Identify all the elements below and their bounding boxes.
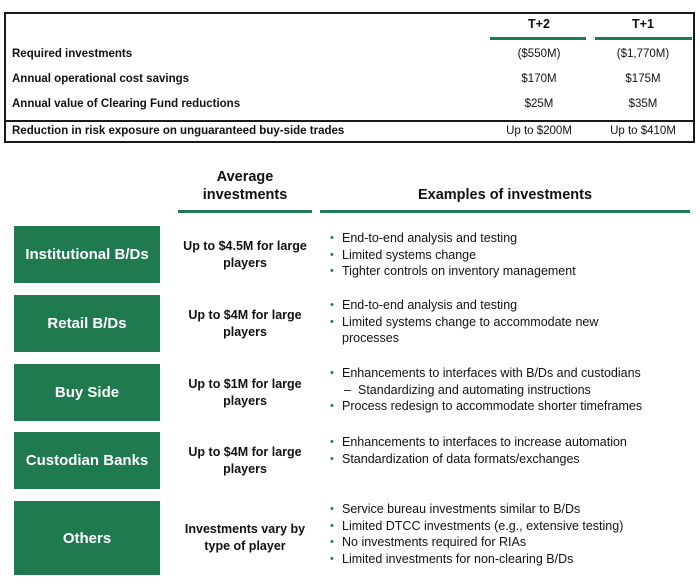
list-item: Tighter controls on inventory management [328,263,694,280]
row-label: Reduction in risk exposure on unguarante… [12,125,345,137]
row-value-t1: Up to $410M [610,125,676,137]
cost-benefit-table: T+2 T+1 Required investments ($550M) ($1… [4,12,695,143]
row-value-t1: $175M [625,73,661,85]
category-label: Others [62,529,112,547]
table-row: Required investments ($550M) ($1,770M) [6,44,693,66]
list-item: Service bureau investments similar to B/… [328,501,694,518]
row-value-t2: ($550M) [517,48,561,60]
column-rule-t2 [490,37,586,40]
column-header-t2: T+2 [528,17,550,31]
list-item: Limited DTCC investments (e.g., extensiv… [328,518,694,535]
row-value-t2: $25M [524,98,554,110]
average-investments-rule [178,210,312,213]
row-label: Annual value of Clearing Fund reductions [12,98,241,110]
investment-amount: Investments vary by type of player [178,501,312,575]
table-row: Annual value of Clearing Fund reductions… [6,94,693,116]
row-label: Annual operational cost savings [12,73,190,85]
category-others: Others [14,501,160,575]
investment-text: Up to $1M for large players [188,376,302,408]
list-item: Standardization of data formats/exchange… [328,451,694,468]
investment-amount: Up to $1M for large players [178,364,312,421]
average-investments-header: Average investments [202,169,288,203]
investment-text: Up to $4M for large players [188,307,302,339]
row-label: Required investments [12,48,133,60]
list-item: Enhancements to interfaces to increase a… [328,434,694,451]
examples-header: Examples of investments [417,187,593,203]
list-item: Process redesign to accommodate shorter … [328,398,694,415]
examples-list: End-to-end analysis and testing Limited … [328,230,694,280]
column-rule-t1 [595,37,692,40]
category-buy-side: Buy Side [14,364,160,421]
list-item: Limited systems change [328,247,694,264]
category-label: Custodian Banks [25,452,149,469]
list-item-continuation: processes [342,331,399,345]
row-value-t2: $170M [521,73,557,85]
column-header-t1: T+1 [632,17,654,31]
list-subitem: Standardizing and automating instruction… [328,382,694,399]
investment-amount: Up to $4M for large players [178,295,312,352]
table-row-highlight: Reduction in risk exposure on unguarante… [6,120,693,142]
row-value-t1: $35M [628,98,658,110]
examples-list: Enhancements to interfaces to increase a… [328,434,694,467]
examples-list: Service bureau investments similar to B/… [328,501,694,567]
investment-amount: Up to $4.5M for large players [178,226,312,283]
category-label: Institutional B/Ds [25,246,149,263]
row-value-t1: ($1,770M) [616,48,670,60]
investment-text: Up to $4.5M for large players [183,238,307,270]
table-row: Annual operational cost savings $170M $1… [6,69,693,91]
row-value-t2: Up to $200M [506,125,572,137]
category-retail-bds: Retail B/Ds [14,295,160,352]
list-item: End-to-end analysis and testing [328,297,694,314]
list-item: Limited systems change to accommodate ne… [328,314,694,331]
examples-list: Enhancements to interfaces with B/Ds and… [328,365,694,415]
list-item: End-to-end analysis and testing [328,230,694,247]
category-label: Retail B/Ds [47,315,127,332]
list-item: Limited investments for non-clearing B/D… [328,551,694,568]
list-item: Enhancements to interfaces with B/Ds and… [328,365,694,382]
category-institutional-bds: Institutional B/Ds [14,226,160,283]
investment-amount: Up to $4M for large players [178,432,312,489]
category-custodian-banks: Custodian Banks [14,432,160,489]
investment-text: Investments vary by type of player [184,522,306,553]
list-item: No investments required for RIAs [328,534,694,551]
investment-text: Up to $4M for large players [188,444,302,476]
examples-list: End-to-end analysis and testing Limited … [328,297,694,347]
category-label: Buy Side [54,384,120,401]
examples-rule [320,210,690,213]
